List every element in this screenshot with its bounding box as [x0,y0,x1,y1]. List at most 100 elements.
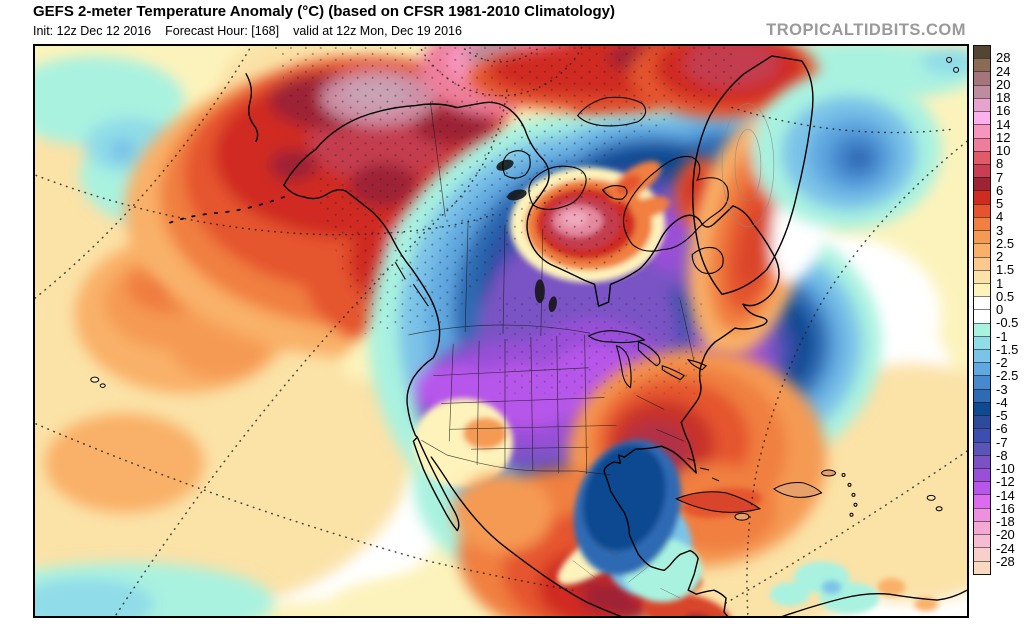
map-svg [35,46,967,616]
colorbar-band [974,216,990,231]
colorbar-tick-label: -2 [996,355,1008,370]
colorbar [973,45,991,575]
colorbar-tick-label: -5 [996,408,1008,423]
site-watermark: TROPICALTIDBITS.COM [766,21,966,39]
colorbar-tick-label: 2 [996,249,1004,264]
colorbar-band [974,468,990,482]
colorbar-band [974,282,990,297]
colorbar-tick-label: -4 [996,394,1008,410]
stipple-overlay [273,46,742,394]
colorbar-band [974,415,990,429]
colorbar-tick-label: -20 [996,527,1015,543]
colorbar-band [974,454,990,468]
colorbar-tick-label: -16 [996,500,1015,516]
great-lakes [587,330,708,389]
colorbar-tick-label: -12 [996,474,1015,490]
colorbar-band [974,375,990,389]
colorbar-tick-label: -10 [996,461,1015,476]
colorbar-band [974,111,990,125]
colorbar-tick-label: 0 [996,302,1004,317]
anomaly-map-image [33,44,969,618]
colorbar-band [974,507,990,521]
atlantic-anomalies [687,70,942,357]
run-info: Init: 12z Dec 12 2016 Forecast Hour: [168… [33,24,476,38]
colorbar-labels: 28 24 20 18 16 14 12 10 8 7 6 5 4 3 2.5 2 1.5 1 0.5 0 -0.5 -1… [996,45,1024,585]
colorbar-band [974,203,990,217]
forecast-hour-label: Forecast Hour: [168] [165,24,280,38]
colorbar-tick-label: 28 [996,50,1011,66]
colorbar-band [974,349,990,363]
political-borders [408,101,695,476]
colorbar-band [974,177,990,191]
colorbar-tick-label: -14 [996,487,1015,503]
colorbar-band [974,322,990,336]
colorbar-band [974,520,990,535]
caribbean-islands [90,56,960,521]
colorbar-tick-label: 24 [996,63,1011,79]
colorbar-band [974,71,990,85]
colorbar-tick-label: 2.5 [996,235,1015,251]
colorbar-band [974,84,990,98]
colorbar-tick-label: -3 [996,381,1008,397]
colorbar-tick-label: -28 [996,553,1015,569]
colorbar-band [974,296,990,310]
colorbar-tick-label: 12 [996,129,1011,145]
colorbar-band [974,256,990,270]
colorbar-band [974,481,990,495]
colorbar-tick-label: 20 [996,76,1011,92]
mexico-state-borders [572,540,681,599]
colorbar-tick-label: -1.5 [996,341,1019,357]
colorbar-band [974,388,990,402]
colorbar-tick-label: -7 [996,434,1008,450]
canadian-lakes [496,159,557,313]
colorbar-tick-label: -18 [996,514,1015,529]
colorbar-tick-label: 18 [996,90,1011,105]
colorbar-band [974,362,990,376]
colorbar-tick-label: 3 [996,222,1004,238]
graticule-lines [35,46,967,616]
colorbar-band [974,97,990,112]
colorbar-tick-label: -2.5 [996,368,1019,384]
colorbar-band [974,309,990,323]
valid-time-label: valid at 12z Mon, Dec 19 2016 [293,24,462,38]
colorbar-band [974,428,990,442]
colorbar-band [974,243,990,257]
colorbar-band [974,124,990,138]
colorbar-band [974,269,990,283]
colorbar-tick-label: 1.5 [996,262,1015,278]
colorbar-band [974,163,990,178]
colorbar-band [974,137,990,151]
colorbar-tick-label: 14 [996,116,1011,132]
colorbar-tick-label: 5 [996,196,1004,211]
colorbar-band [974,560,990,574]
colorbar-tick-label: -1 [996,328,1008,344]
colorbar-tick-label: 6 [996,182,1004,198]
south-america-patches [769,561,939,615]
colorbar-band [974,441,990,455]
colorbar-tick-label: 4 [996,209,1004,225]
colorbar-band [974,150,990,164]
colorbar-tick-label: 8 [996,156,1004,172]
colorbar-tick-label: 10 [996,143,1011,158]
colorbar-band [974,534,990,548]
colorbar-band [974,547,990,561]
colorbar-band [974,230,990,244]
colorbar-band [974,190,990,204]
colorbar-band [974,494,990,508]
colorbar-band [974,46,990,59]
colorbar-tick-label: 7 [996,169,1004,185]
colorbar-tick-label: -8 [996,447,1008,463]
southwest-neutral-patch [413,398,513,488]
arctic-islands [394,55,814,307]
colorbar-tick-label: 1 [996,275,1004,291]
page-title: GEFS 2-meter Temperature Anomaly (°C) (b… [33,3,615,20]
colorbar-tick-label: -0.5 [996,315,1019,331]
colorbar-tick-label: -24 [996,540,1015,556]
colorbar-band [974,335,990,350]
colorbar-tick-label: -6 [996,421,1008,437]
colorbar-band [974,58,990,72]
colorbar-tick-label: 0.5 [996,288,1015,304]
colorbar-tick-label: 16 [996,103,1011,119]
init-time-label: Init: 12z Dec 12 2016 [33,24,152,38]
colorbar-band [974,401,990,416]
